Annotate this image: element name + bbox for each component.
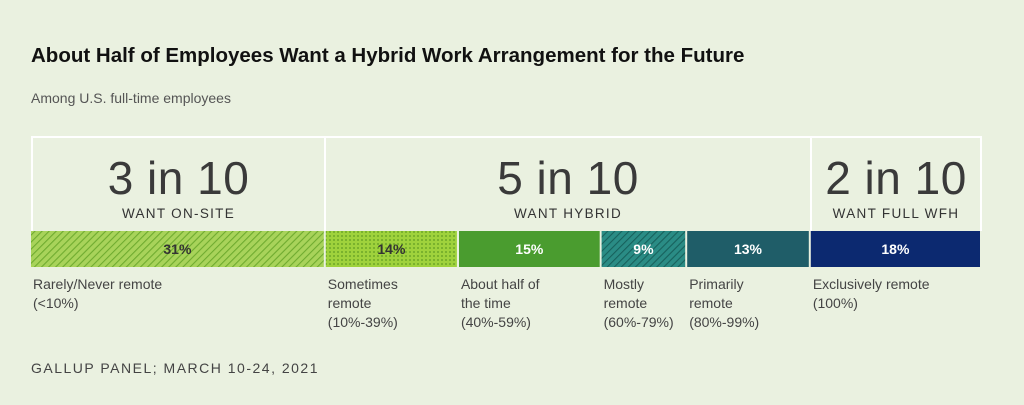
category-label-5: Primarily remote (80%-99%) <box>689 276 760 330</box>
group-full-wfh-ratio: 2 in 10 <box>825 152 967 204</box>
category-label-6: Exclusively remote (100%) <box>812 276 930 311</box>
group-hybrid-label: WANT HYBRID <box>513 206 623 221</box>
category-label-2: Sometimes remote (10%-39%) <box>327 276 398 330</box>
bar-segment-3 <box>459 231 600 267</box>
category-label-4: Mostly remote (60%-79%) <box>603 276 674 330</box>
bar-value-label-1: 31% <box>163 241 192 257</box>
bar-value-label-3: 15% <box>515 241 544 257</box>
bar-value-label-4: 9% <box>633 241 654 257</box>
group-on-site: 3 in 10 WANT ON-SITE <box>31 136 326 231</box>
group-hybrid-ratio: 5 in 10 <box>497 152 639 204</box>
group-full-wfh-label: WANT FULL WFH <box>832 206 960 221</box>
source-note: GALLUP PANEL; MARCH 10-24, 2021 <box>31 360 319 376</box>
bar-segment-4 <box>601 231 686 267</box>
category-label-3: About half of the time (40%-59%) <box>460 276 540 330</box>
group-full-wfh: 2 in 10 WANT FULL WFH <box>810 136 982 231</box>
group-on-site-ratio: 3 in 10 <box>107 152 250 204</box>
bar-value-label-2: 14% <box>377 241 406 257</box>
chart-subtitle: Among U.S. full-time employees <box>31 90 231 106</box>
bar-value-label-5: 13% <box>734 241 763 257</box>
group-on-site-label: WANT ON-SITE <box>121 206 236 221</box>
category-label-1: Rarely/Never remote (<10%) <box>33 276 163 311</box>
bar-segment-5 <box>687 231 809 267</box>
bar-value-label-6: 18% <box>881 241 910 257</box>
bar-segment-2 <box>325 231 457 267</box>
stacked-bar-chart: 31% 14% 15% 9% 13% 18% <box>31 231 980 267</box>
bar-segment-1 <box>31 231 324 267</box>
chart-title: About Half of Employees Want a Hybrid Wo… <box>31 44 745 67</box>
bar-segment-6 <box>810 231 980 267</box>
group-hybrid: 5 in 10 WANT HYBRID <box>324 136 812 231</box>
